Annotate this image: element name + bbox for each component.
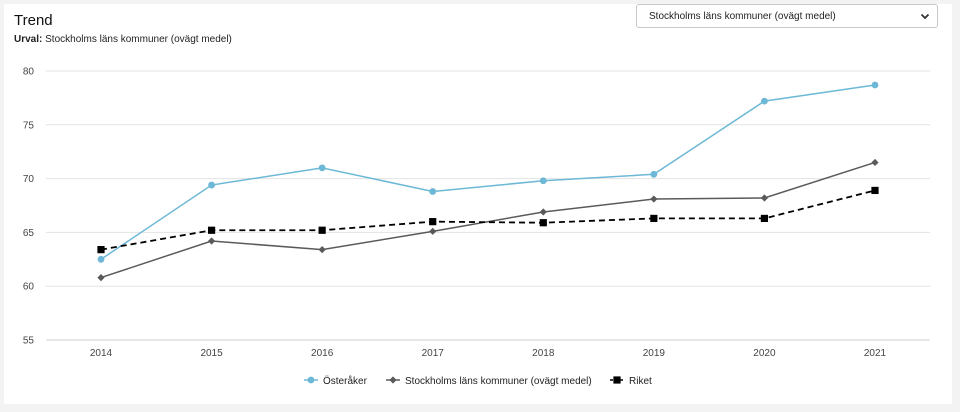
data-point [207, 237, 216, 245]
x-tick-label: 2021 [864, 348, 887, 359]
comparison-select[interactable]: Stockholms läns kommuner (ovägt medel) [636, 4, 938, 28]
data-point [650, 214, 658, 223]
x-tick-label: 2016 [311, 348, 334, 359]
series-line [100, 161, 876, 279]
chevron-down-icon [920, 13, 930, 20]
legend-marker [613, 376, 621, 384]
data-point [650, 195, 658, 203]
data-point [871, 81, 879, 89]
y-tick-label: 65 [23, 228, 35, 239]
page-title: Trend [14, 12, 53, 29]
data-point [871, 158, 879, 167]
data-point [539, 177, 547, 185]
x-tick-label: 2018 [532, 348, 555, 359]
y-tick-label: 70 [23, 174, 35, 185]
data-point [318, 226, 326, 234]
y-tick-label: 60 [23, 282, 35, 293]
data-point [871, 186, 879, 195]
legend-marker [307, 376, 315, 384]
y-tick-label: 75 [23, 120, 35, 131]
comparison-select-value: Stockholms läns kommuner (ovägt medel) [649, 11, 836, 22]
data-point [429, 188, 437, 195]
legend-item: Österåker [304, 375, 368, 387]
data-point [429, 218, 437, 226]
data-point [760, 194, 769, 202]
selection-caption: Urval: Stockholms läns kommuner (ovägt m… [14, 34, 232, 45]
selection-value: Stockholms läns kommuner (ovägt medel) [45, 34, 232, 45]
series-line [100, 189, 876, 251]
legend-label: Riket [629, 376, 652, 387]
data-point [760, 214, 769, 223]
data-point [761, 97, 768, 105]
data-point [208, 181, 215, 189]
data-point [207, 226, 216, 234]
series-1 [97, 81, 879, 263]
selection-label: Urval: [14, 34, 43, 45]
x-tick-label: 2020 [753, 348, 776, 359]
series-3 [97, 186, 879, 254]
data-point [97, 273, 105, 282]
x-tick-label: 2014 [90, 348, 113, 359]
legend-label: Stockholms läns kommuner (ovägt medel) [405, 376, 592, 387]
line-chart: 55 60 65 70 75 80 2014 2015 2016 2017 2018 2019 2020… [23, 67, 930, 387]
data-point [650, 170, 658, 178]
legend-item: Stockholms läns kommuner (ovägt medel) [386, 376, 592, 387]
chart-panel: Trend Urval: Stockholms läns kommuner (o… [4, 4, 952, 404]
x-tick-label: 2019 [643, 348, 666, 359]
data-point [318, 164, 326, 172]
legend-label: Österåker [323, 375, 368, 387]
data-point [97, 255, 105, 263]
data-point [429, 227, 437, 235]
legend: Österåker Stockholms läns kommuner (ovägt… [304, 375, 652, 387]
y-tick-label: 55 [23, 336, 35, 347]
x-tick-label: 2017 [422, 348, 445, 359]
series-line [100, 84, 876, 260]
data-point [318, 246, 326, 254]
y-tick-label: 80 [23, 67, 35, 78]
legend-marker [389, 376, 397, 384]
legend-item: Riket [610, 376, 652, 387]
data-point [539, 219, 547, 227]
series-2 [97, 158, 879, 282]
data-point [97, 246, 105, 254]
data-point [539, 208, 547, 216]
x-tick-label: 2015 [200, 348, 223, 359]
